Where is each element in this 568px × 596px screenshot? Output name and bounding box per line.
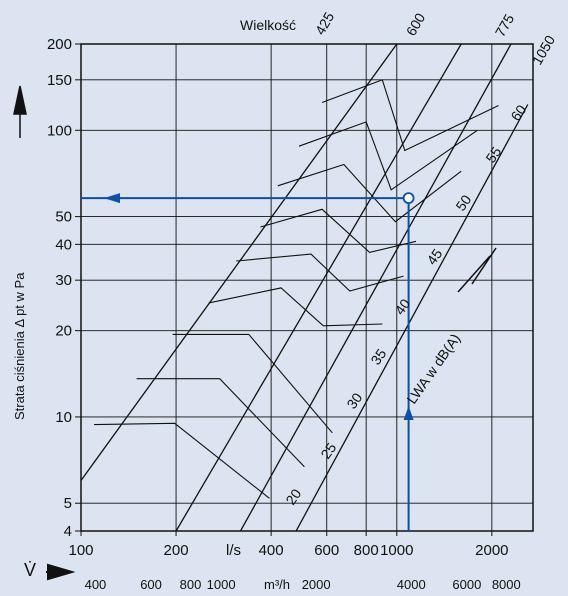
- x2-axis-label: m³/h: [264, 577, 290, 592]
- example-up-arrow-icon: [403, 406, 414, 420]
- sound-line-40: [236, 253, 404, 292]
- x2-tick-label: 1000: [207, 577, 236, 592]
- x-tick-label: 600: [314, 542, 339, 559]
- sound-line-55: [298, 121, 478, 191]
- x2-tick-label: 400: [85, 577, 107, 592]
- x-tick-label: 800: [354, 542, 379, 559]
- x-tick-label: 2000: [475, 542, 508, 559]
- sound-arrow-icon: [457, 247, 497, 293]
- x2-tick-label: 600: [140, 577, 162, 592]
- y-tick-label: 4: [64, 523, 72, 540]
- y-tick-label: 50: [55, 209, 72, 226]
- x2-tick-label: 8000: [492, 577, 521, 592]
- size-label-775: 775: [492, 11, 518, 39]
- y-axis-label: Strata ciśnienia Δ pt w Pa: [12, 272, 27, 420]
- x-tick-label: 200: [164, 542, 189, 559]
- sound-line-30: [172, 333, 333, 434]
- y-tick-label: 40: [55, 236, 72, 253]
- example: [81, 192, 415, 531]
- size-line-425: [81, 44, 398, 481]
- grid: [75, 43, 533, 536]
- v-symbol: V̇: [24, 560, 36, 580]
- y-tick-label: 100: [47, 122, 72, 139]
- size-label-425: 425: [312, 9, 338, 37]
- x-tick-label: 400: [259, 542, 284, 559]
- size-line-1050: [295, 104, 529, 531]
- sound-line-60: [321, 79, 499, 152]
- example-point: [402, 192, 415, 205]
- y-arrow-icon: [13, 85, 27, 138]
- size-line-600: [175, 44, 462, 531]
- y-tick-label: 30: [55, 272, 72, 289]
- size-line-775: [239, 44, 512, 531]
- x-arrow-icon: [46, 563, 76, 581]
- size-header: Wielkość: [240, 17, 296, 33]
- y-tick-label: 10: [55, 409, 72, 426]
- sound-line-35: [208, 287, 383, 327]
- example-left-arrow-icon: [104, 193, 120, 204]
- y-tick-label: 150: [47, 72, 72, 89]
- curves: [81, 44, 529, 531]
- y-tick-label: 200: [47, 36, 72, 53]
- y-tick-label: 20: [55, 323, 72, 340]
- x2-tick-label: 4000: [397, 577, 426, 592]
- sound-line-20: [94, 422, 270, 499]
- plot-area: [80, 43, 534, 532]
- size-label-600: 600: [403, 10, 429, 38]
- x2-tick-label: 6000: [452, 577, 481, 592]
- x-tick-label: 1000: [380, 542, 413, 559]
- x-tick-label: 100: [68, 542, 93, 559]
- x2-tick-label: 800: [180, 577, 202, 592]
- sound-line-25: [136, 378, 305, 468]
- size-label-1050: 1050: [529, 32, 559, 67]
- sound-line-45: [260, 208, 417, 254]
- x2-tick-label: 2000: [302, 577, 331, 592]
- y-tick-label: 5: [64, 495, 72, 512]
- sound-line-50: [277, 163, 462, 223]
- x-axis-label: l/s: [226, 542, 241, 559]
